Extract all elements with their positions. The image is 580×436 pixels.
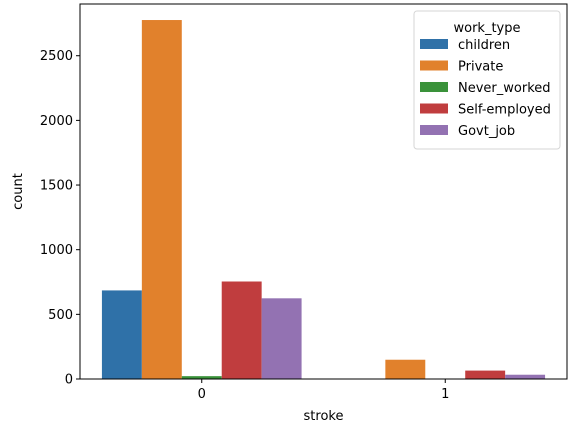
legend-label: Self-employed (458, 103, 551, 118)
legend-label: Govt_job (458, 124, 515, 139)
bar-children-stroke-0 (102, 290, 142, 379)
y-tick-label: 0 (65, 373, 73, 388)
legend-swatch-govt-job (420, 125, 448, 135)
bar-govt-job-stroke-1 (505, 375, 545, 379)
x-tick-label: 0 (198, 387, 206, 402)
legend: work_type children Private Never_worked Sel… (414, 11, 560, 149)
legend-swatch-private (420, 61, 448, 71)
legend-swatch-never-worked (420, 82, 448, 92)
x-axis-label: stroke (304, 409, 344, 424)
y-tick-label: 2000 (40, 114, 73, 129)
y-tick-label: 1500 (40, 179, 73, 194)
bar-self-employed-stroke-0 (222, 282, 262, 380)
legend-title: work_type (454, 21, 521, 36)
y-tick-label: 1000 (40, 243, 73, 258)
legend-label: Never_worked (458, 81, 551, 96)
y-tick-label: 500 (48, 308, 73, 323)
legend-swatch-self-employed (420, 104, 448, 114)
legend-label: Private (458, 60, 503, 75)
y-axis-label: count (11, 173, 26, 210)
bar-private-stroke-1 (385, 360, 425, 379)
bar-govt-job-stroke-0 (262, 298, 302, 379)
y-tick-label: 2500 (40, 49, 73, 64)
legend-swatch-children (420, 39, 448, 49)
legend-label: children (458, 38, 510, 53)
x-tick-label: 1 (441, 387, 449, 402)
bar-self-employed-stroke-1 (465, 371, 505, 379)
bar-private-stroke-0 (142, 20, 182, 379)
